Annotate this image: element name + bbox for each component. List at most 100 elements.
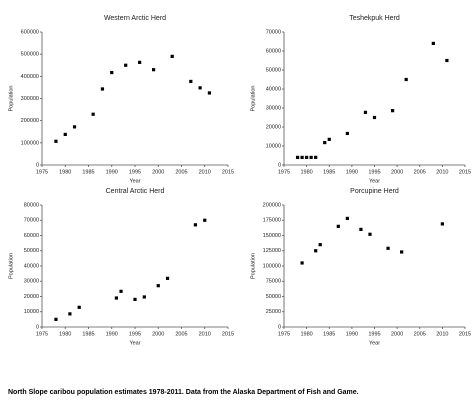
x-tick-label: 1985 xyxy=(82,169,94,175)
x-tick-label: 2010 xyxy=(199,331,211,337)
point xyxy=(327,137,331,141)
x-tick-label: 1980 xyxy=(301,331,313,337)
x-tick-label: 2015 xyxy=(222,331,234,337)
x-tick-label: 1995 xyxy=(368,169,380,175)
x-tick-label: 1975 xyxy=(36,331,48,337)
point xyxy=(189,79,193,84)
x-tick-label: 1995 xyxy=(129,169,141,175)
point xyxy=(165,276,170,280)
point xyxy=(323,140,327,145)
x-tick-label: 2015 xyxy=(459,169,471,175)
point xyxy=(124,63,128,67)
point xyxy=(72,125,77,129)
x-tick-label: 1990 xyxy=(106,169,118,175)
point xyxy=(345,216,349,221)
y-tick-label: 75000 xyxy=(266,279,281,285)
y-tick-label: 150000 xyxy=(263,233,281,239)
y-tick-label: 50000 xyxy=(24,248,39,254)
y-tick-label: 175000 xyxy=(263,218,281,224)
y-tick-label: 20000 xyxy=(266,124,281,130)
point xyxy=(119,289,123,293)
point xyxy=(300,261,304,265)
x-tick-label: 1990 xyxy=(106,331,118,337)
chart-title: Teshekpuk Herd xyxy=(349,15,400,22)
y-tick-label: 50000 xyxy=(266,67,281,73)
point xyxy=(431,41,435,45)
x-axis-label: Year xyxy=(129,340,140,346)
chart-title: Central Arctic Herd xyxy=(106,188,165,195)
point xyxy=(404,77,408,82)
x-tick-label: 2005 xyxy=(414,169,426,175)
x-tick-label: 2010 xyxy=(436,331,448,337)
point xyxy=(445,58,449,63)
chart-title: Western Arctic Herd xyxy=(104,15,166,22)
x-axis-label: Year xyxy=(129,178,140,184)
point xyxy=(133,297,137,301)
point xyxy=(386,246,390,250)
x-tick-label: 1990 xyxy=(346,331,358,337)
y-tick-label: 125000 xyxy=(263,248,281,254)
point xyxy=(203,218,207,222)
point xyxy=(207,91,211,95)
point xyxy=(91,112,95,116)
x-tick-label: 2010 xyxy=(436,169,448,175)
point xyxy=(100,87,105,91)
point xyxy=(400,250,404,254)
x-tick-label: 1995 xyxy=(368,331,380,337)
chart-title: Porcupine Herd xyxy=(350,188,399,195)
x-tick-label: 2005 xyxy=(414,331,426,337)
x-axis-label: Year xyxy=(369,340,380,346)
x-tick-label: 1985 xyxy=(323,169,335,175)
y-tick-label: 70000 xyxy=(24,218,39,224)
y-tick-label: 50000 xyxy=(266,294,281,300)
y-tick-label: 200000 xyxy=(21,118,39,124)
point xyxy=(363,110,368,114)
point xyxy=(114,296,118,300)
x-tick-label: 1980 xyxy=(301,169,313,175)
y-tick-label: 70000 xyxy=(266,29,281,35)
x-tick-label: 1975 xyxy=(278,331,290,337)
point xyxy=(295,155,300,159)
point xyxy=(54,317,58,321)
point xyxy=(336,224,340,228)
y-tick-label: 60000 xyxy=(266,48,281,54)
x-tick-label: 2005 xyxy=(175,169,187,175)
x-tick-label: 1985 xyxy=(82,331,94,337)
y-tick-label: 400000 xyxy=(21,74,39,80)
y-tick-label: 20000 xyxy=(24,294,39,300)
y-tick-label: 600000 xyxy=(21,29,39,35)
y-tick-label: 60000 xyxy=(24,233,39,239)
x-tick-label: 2000 xyxy=(391,331,403,337)
point xyxy=(314,155,318,159)
point xyxy=(368,232,372,236)
point xyxy=(345,131,349,136)
point xyxy=(359,227,363,231)
point xyxy=(54,139,58,143)
y-tick-label: 30000 xyxy=(24,279,39,285)
x-tick-label: 1980 xyxy=(59,169,71,175)
point xyxy=(142,295,146,299)
x-tick-label: 1985 xyxy=(323,331,335,337)
y-tick-label: 40000 xyxy=(266,86,281,92)
x-tick-label: 1975 xyxy=(278,169,290,175)
y-tick-label: 30000 xyxy=(266,105,281,111)
y-tick-label: 200000 xyxy=(263,202,281,208)
y-tick-label: 0 xyxy=(278,324,281,330)
y-tick-label: 40000 xyxy=(24,263,39,269)
y-tick-label: 100000 xyxy=(263,263,281,269)
caption: North Slope caribou population estimates… xyxy=(8,389,359,396)
y-tick-label: 100000 xyxy=(21,140,39,146)
y-tick-label: 0 xyxy=(36,162,39,168)
y-tick-label: 0 xyxy=(36,324,39,330)
x-tick-label: 2010 xyxy=(199,169,211,175)
x-tick-label: 2000 xyxy=(152,331,164,337)
point xyxy=(138,60,142,64)
point xyxy=(170,54,174,58)
y-tick-label: 10000 xyxy=(266,143,281,149)
point xyxy=(314,249,318,253)
point xyxy=(193,223,198,227)
y-axis-label: Population xyxy=(250,86,256,112)
point xyxy=(110,70,114,75)
